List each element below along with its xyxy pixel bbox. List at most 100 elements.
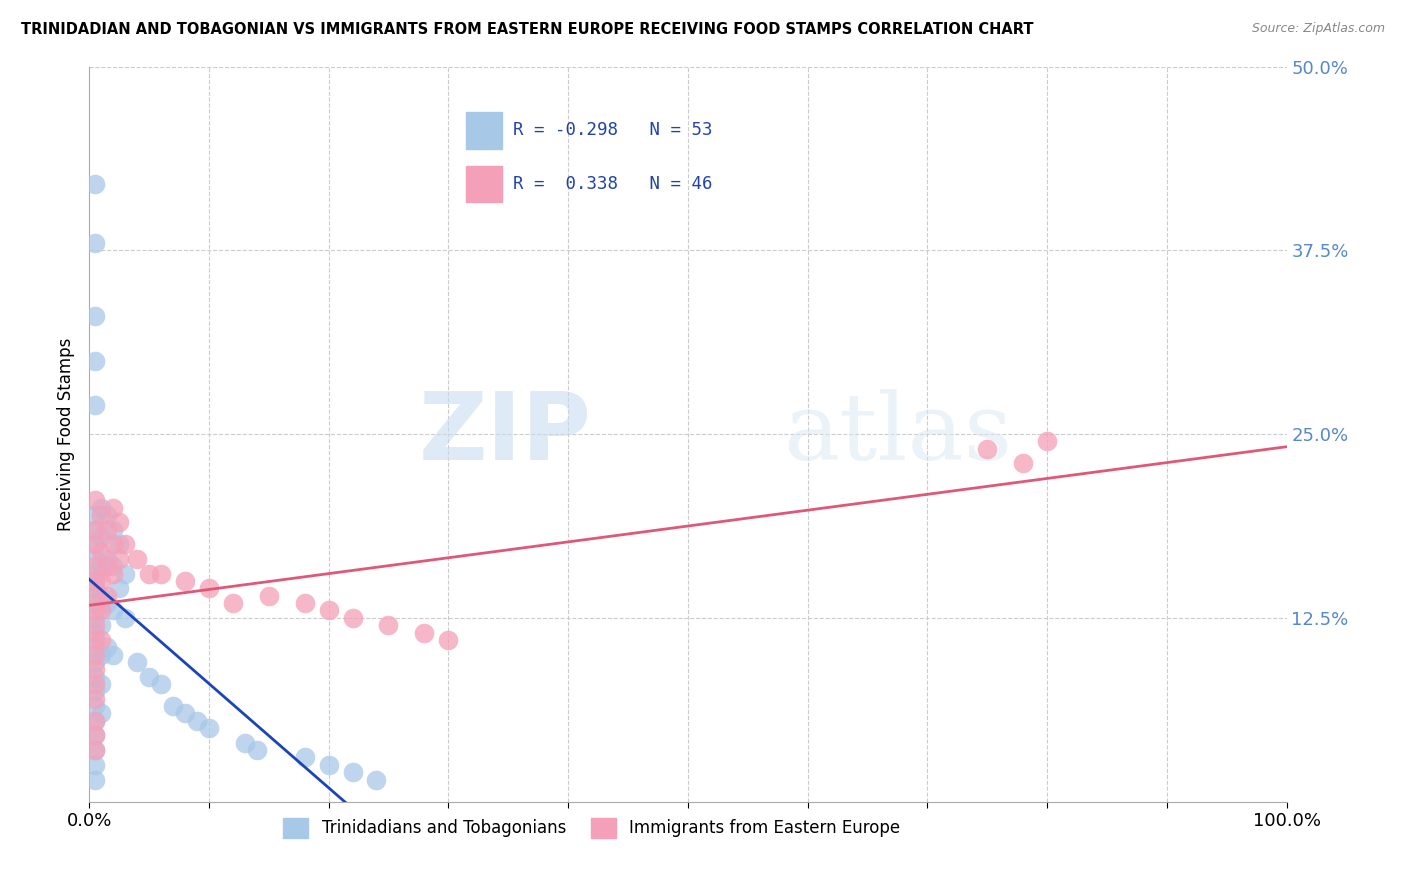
Point [101,523,124,537]
Point [84,670,107,684]
Point [138,670,160,684]
Point [84,632,107,647]
Point [294,596,316,610]
Point [84,566,107,581]
Point [114,611,136,625]
Point [84,574,107,588]
Point [84,699,107,714]
Y-axis label: Receiving Food Stamps: Receiving Food Stamps [58,337,75,531]
Point [108,516,131,530]
Point [84,618,107,632]
Point [84,235,107,250]
Point [84,743,107,757]
Point [84,177,107,191]
Point [108,552,131,566]
Point [114,566,136,581]
Point [96,589,118,603]
Point [318,603,340,617]
Text: atlas: atlas [783,389,1012,479]
Point [976,442,998,456]
Point [366,772,388,787]
Point [257,589,280,603]
Point [101,603,124,617]
Point [90,648,112,662]
Point [84,625,107,640]
Point [125,655,148,669]
Point [84,523,107,537]
Point [186,714,208,728]
Point [101,566,124,581]
Point [84,743,107,757]
Point [90,618,112,632]
Point [84,677,107,691]
Point [138,566,160,581]
Point [84,714,107,728]
Point [84,648,107,662]
Point [84,714,107,728]
Text: ZIP: ZIP [419,388,592,480]
Point [90,500,112,515]
Point [114,537,136,551]
Point [84,757,107,772]
Point [173,574,195,588]
Legend: Trinidadians and Tobagonians, Immigrants from Eastern Europe: Trinidadians and Tobagonians, Immigrants… [277,811,907,845]
Point [198,721,221,735]
Point [84,640,107,655]
Point [1036,434,1059,449]
Point [437,632,460,647]
Point [101,500,124,515]
Point [342,765,364,780]
Point [198,582,221,596]
Point [90,677,112,691]
Point [84,559,107,574]
Point [84,728,107,742]
Point [84,582,107,596]
Point [96,552,118,566]
Point [90,508,112,522]
Point [90,544,112,558]
Point [108,582,131,596]
Point [101,648,124,662]
Point [162,699,184,714]
Point [96,523,118,537]
Point [149,566,172,581]
Point [222,596,245,610]
Point [84,537,107,551]
Point [90,574,112,588]
Point [413,625,436,640]
Point [96,640,118,655]
Point [96,559,118,574]
Point [84,655,107,669]
Point [377,618,399,632]
Point [90,706,112,721]
Point [246,743,269,757]
Point [125,552,148,566]
Point [84,537,107,551]
Point [84,611,107,625]
Point [84,353,107,368]
Point [84,684,107,698]
Point [101,559,124,574]
Point [108,537,131,551]
Point [173,706,195,721]
Point [96,508,118,522]
Point [149,677,172,691]
Text: Source: ZipAtlas.com: Source: ZipAtlas.com [1251,22,1385,36]
Point [90,530,112,544]
Text: TRINIDADIAN AND TOBAGONIAN VS IMMIGRANTS FROM EASTERN EUROPE RECEIVING FOOD STAM: TRINIDADIAN AND TOBAGONIAN VS IMMIGRANTS… [21,22,1033,37]
Point [84,728,107,742]
Point [84,552,107,566]
Point [84,691,107,706]
Point [90,603,112,617]
Point [90,559,112,574]
Point [84,603,107,617]
Point [84,772,107,787]
Point [84,523,107,537]
Point [90,589,112,603]
Point [101,537,124,551]
Point [84,662,107,676]
Point [96,596,118,610]
Point [84,596,107,610]
Point [233,736,256,750]
Point [1012,457,1035,471]
